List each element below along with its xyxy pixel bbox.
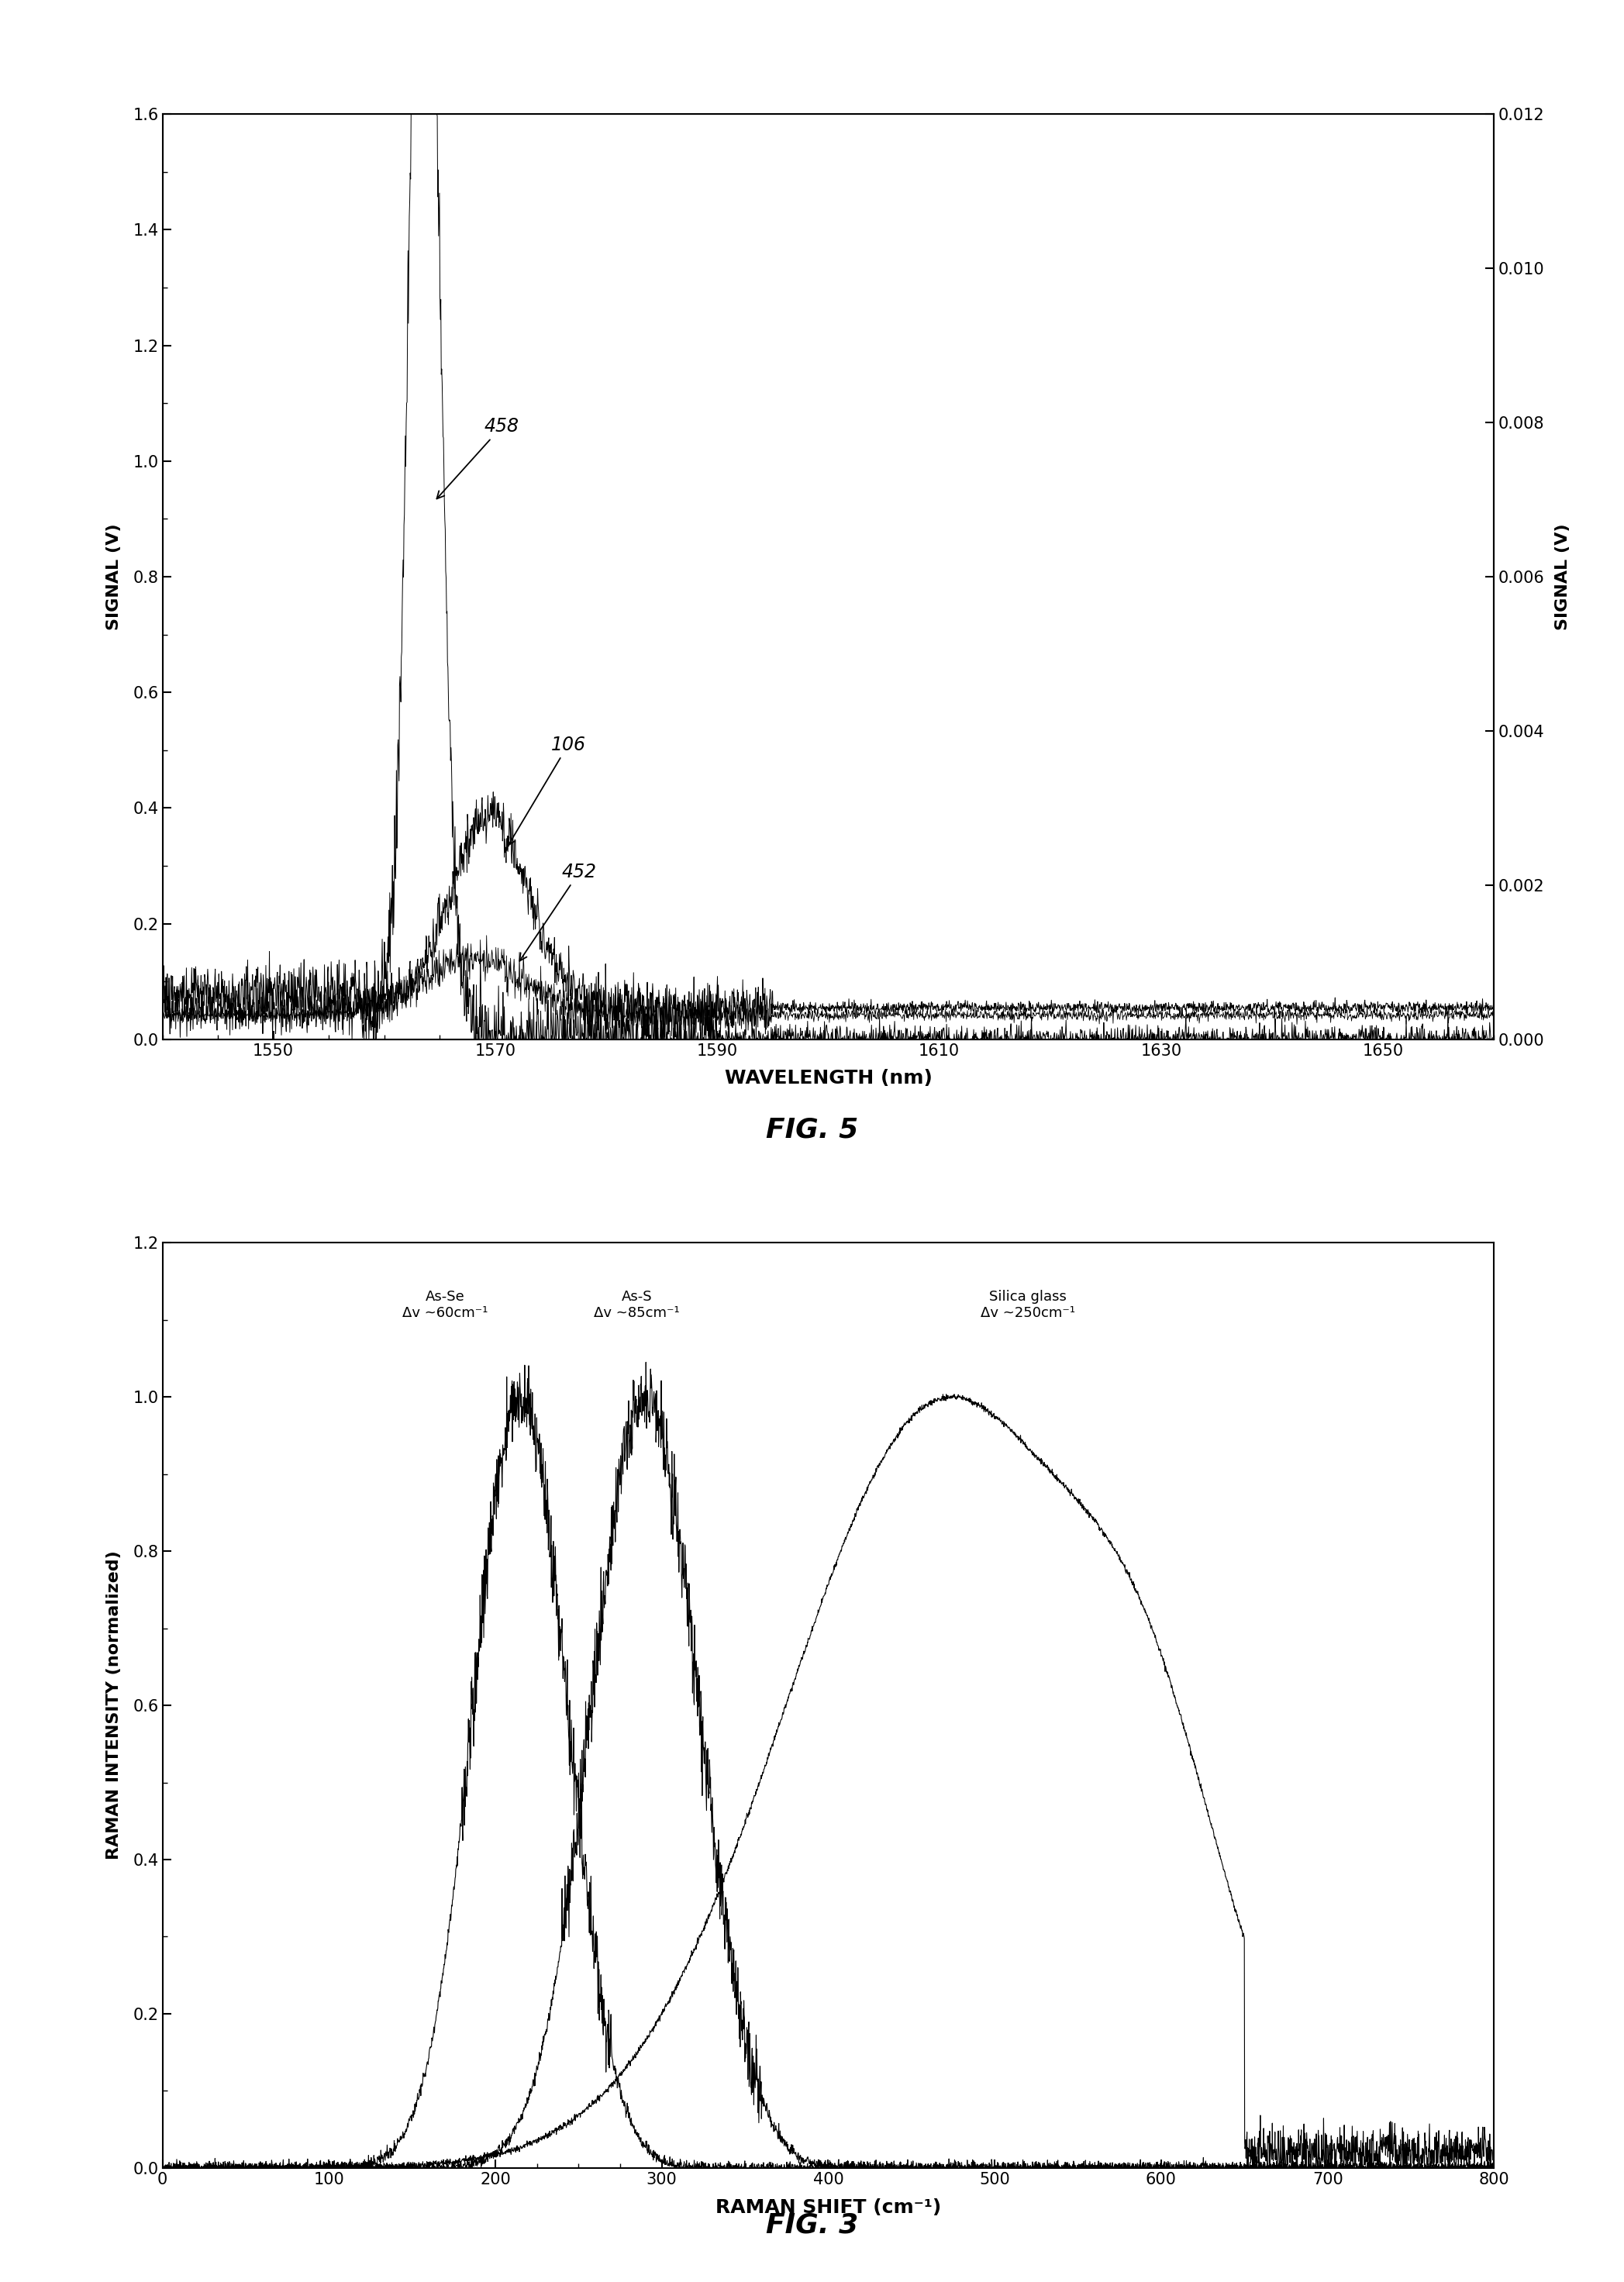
Y-axis label: SIGNAL (V): SIGNAL (V) (107, 523, 122, 630)
X-axis label: RAMAN SHIFT (cm⁻¹): RAMAN SHIFT (cm⁻¹) (715, 2198, 942, 2216)
Text: As-Se
Δv ~60cm⁻¹: As-Se Δv ~60cm⁻¹ (403, 1289, 489, 1319)
Text: 458: 458 (437, 418, 520, 500)
Y-axis label: RAMAN INTENSITY (normalized): RAMAN INTENSITY (normalized) (107, 1552, 122, 1860)
Text: FIG. 5: FIG. 5 (767, 1116, 857, 1143)
Text: 106: 106 (508, 735, 586, 844)
Text: FIG. 3: FIG. 3 (767, 2211, 857, 2239)
Y-axis label: SIGNAL (V): SIGNAL (V) (1554, 523, 1570, 630)
Text: Silica glass
Δv ~250cm⁻¹: Silica glass Δv ~250cm⁻¹ (981, 1289, 1075, 1319)
Text: 452: 452 (520, 863, 596, 961)
X-axis label: WAVELENGTH (nm): WAVELENGTH (nm) (724, 1070, 932, 1089)
Text: As-S
Δv ~85cm⁻¹: As-S Δv ~85cm⁻¹ (594, 1289, 680, 1319)
